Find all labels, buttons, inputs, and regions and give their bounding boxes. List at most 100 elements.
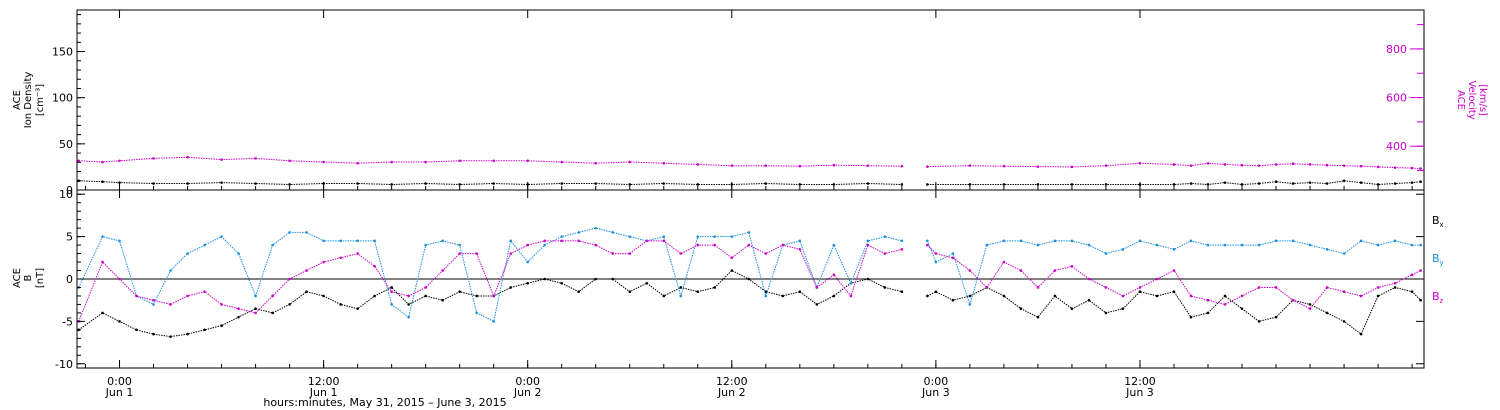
by-point <box>322 239 325 243</box>
velocity-point <box>322 160 325 164</box>
bz-point <box>458 252 461 255</box>
bx-point <box>1104 311 1108 315</box>
bx-point <box>356 307 359 310</box>
by-point <box>509 239 512 243</box>
density-point <box>1240 183 1244 186</box>
density-point <box>1002 183 1006 186</box>
x-tick-time-label: 12:00 <box>716 375 748 388</box>
bz-point <box>526 243 530 247</box>
density-point <box>1393 182 1397 185</box>
velocity-point <box>424 160 427 164</box>
bz-point <box>339 256 342 260</box>
bx-point <box>577 290 581 294</box>
by-point <box>1308 243 1312 247</box>
by-point <box>1257 243 1261 247</box>
by-point <box>543 243 547 247</box>
velocity-point <box>492 159 495 163</box>
bz-point <box>781 243 785 247</box>
density-point <box>1223 181 1227 184</box>
bx-point <box>1393 286 1397 289</box>
bx-point <box>560 281 564 285</box>
by-point <box>713 235 717 238</box>
by-point <box>1053 239 1057 243</box>
bz-point <box>373 264 376 268</box>
velocity-point <box>77 159 81 163</box>
velocity-point <box>1257 164 1261 167</box>
velocity-point <box>696 163 700 166</box>
x-tick-time-label: 12:00 <box>308 375 340 388</box>
bx-point <box>1070 307 1074 310</box>
bx-point <box>628 290 632 294</box>
legend-bx: Bx <box>1432 214 1444 229</box>
density-point <box>220 181 223 184</box>
bz-point <box>1070 264 1074 268</box>
velocity-point <box>186 155 189 159</box>
bx-point <box>764 290 768 294</box>
bx-point <box>135 328 138 332</box>
density-point <box>866 182 870 185</box>
bx-point <box>203 328 206 332</box>
by-point <box>1291 239 1295 243</box>
by-point <box>458 243 461 247</box>
x-tick-day-label: Jun 3 <box>921 386 950 399</box>
by-point <box>696 235 700 238</box>
density-point <box>186 182 189 185</box>
bx-point <box>900 290 904 294</box>
by-point <box>985 243 989 247</box>
bz-point <box>849 294 853 298</box>
by-point <box>611 231 615 234</box>
velocity-point <box>1359 164 1363 168</box>
bz-point <box>1291 298 1295 302</box>
by-point <box>1104 252 1108 255</box>
density-tick-label: 50 <box>59 138 73 151</box>
density-point <box>832 183 836 186</box>
bz-point <box>1274 286 1278 289</box>
bx-point <box>1257 320 1261 323</box>
velocity-point <box>1189 164 1193 167</box>
density-axis-label-line2: Ion Density <box>23 72 34 129</box>
by-point <box>1070 239 1074 243</box>
bz-point <box>985 286 989 289</box>
velocity-point <box>1410 166 1414 170</box>
bx-trace <box>78 269 1421 338</box>
by-point <box>1189 239 1193 243</box>
by-point <box>798 239 802 243</box>
bx-point <box>305 290 308 294</box>
density-point <box>798 183 802 186</box>
x-tick-day-label: Jun 2 <box>717 386 746 399</box>
density-point <box>458 183 461 186</box>
bx-point <box>679 286 683 289</box>
by-point <box>662 235 666 238</box>
bx-point <box>288 303 291 306</box>
bx-point <box>1053 294 1057 298</box>
velocity-tick-label: 600 <box>1386 92 1407 105</box>
bx-point <box>1308 303 1312 306</box>
density-point <box>1070 183 1074 186</box>
bx-point <box>1223 294 1227 298</box>
velocity-point <box>900 164 904 168</box>
velocity-point <box>390 160 393 164</box>
velocity-point <box>1325 163 1329 167</box>
bz-point <box>1308 307 1312 310</box>
bz-point <box>407 294 410 298</box>
bz-point <box>1393 281 1397 285</box>
velocity-point <box>1104 164 1108 167</box>
bz-point <box>271 294 274 298</box>
by-point <box>1002 239 1006 243</box>
by-point <box>237 252 240 255</box>
bx-point <box>968 294 972 298</box>
bx-point <box>1274 315 1278 319</box>
bx-point <box>237 315 240 319</box>
b-tick-label: 0 <box>66 273 73 286</box>
x-tick-day-label: Jun 2 <box>513 386 542 399</box>
bz-point <box>798 248 802 251</box>
bz-point <box>424 286 427 289</box>
bz-point <box>441 269 444 272</box>
velocity-point <box>764 164 768 167</box>
by-point <box>594 226 598 230</box>
bx-point <box>747 277 751 281</box>
data-marks <box>77 155 1422 338</box>
by-point <box>1410 243 1414 247</box>
bx-point <box>526 281 530 285</box>
velocity-axis-label-line2: Velocity <box>1466 80 1477 119</box>
